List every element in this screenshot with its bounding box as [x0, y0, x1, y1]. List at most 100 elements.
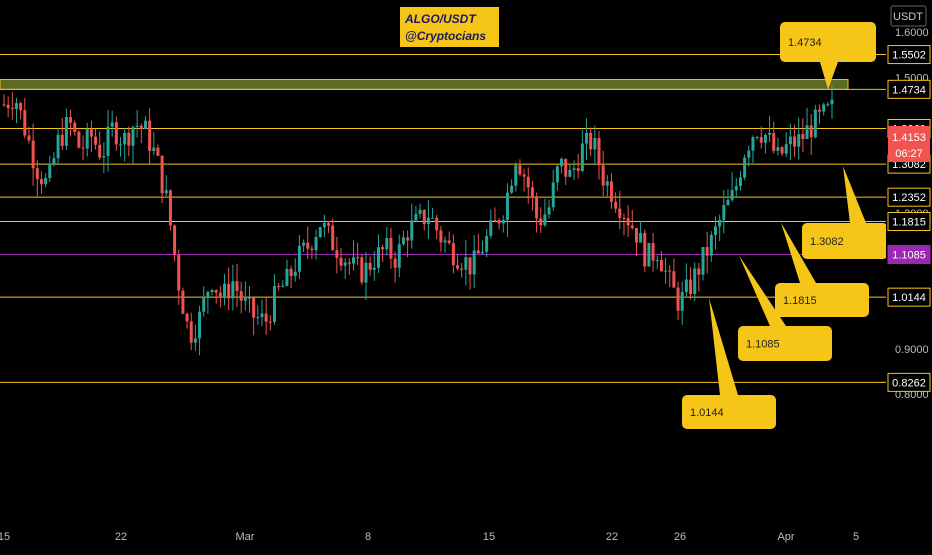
callout-pointer	[843, 166, 866, 223]
candle-body	[206, 292, 210, 298]
candles	[2, 84, 834, 356]
time-tick-label: 5	[853, 531, 859, 543]
callout[interactable]: 1.0144	[682, 298, 776, 429]
candle-body	[726, 199, 730, 206]
callout-pointer	[820, 62, 838, 90]
candle-body	[94, 136, 98, 145]
candle-body	[56, 134, 60, 159]
candle-body	[302, 242, 306, 246]
level-badge-label: 1.5502	[892, 50, 926, 62]
candle-body	[327, 222, 331, 226]
candle-body	[730, 190, 734, 200]
candle-body	[593, 138, 597, 150]
candle-body	[476, 250, 480, 254]
candle-body	[260, 313, 264, 318]
level-badge	[887, 187, 931, 207]
candle-body	[784, 144, 788, 154]
candle-body	[148, 120, 152, 151]
candle-body	[797, 134, 801, 147]
callout-box	[738, 326, 832, 361]
candle-body	[156, 147, 160, 156]
candle-body	[198, 311, 202, 339]
level-badge-label: 1.1815	[892, 216, 926, 228]
level-badge	[887, 79, 931, 99]
candle-body	[655, 260, 659, 262]
candle-body	[135, 125, 139, 128]
candle-body	[480, 251, 484, 254]
candle-body	[410, 220, 414, 241]
candle-body	[389, 238, 393, 259]
candle-body	[235, 281, 239, 291]
time-tick-label: 15	[0, 531, 10, 543]
candle-body	[651, 243, 655, 261]
candle-body	[460, 268, 464, 270]
candle-body	[535, 197, 539, 219]
candle-body	[472, 250, 476, 275]
candle-body	[252, 297, 256, 318]
candle-body	[780, 147, 784, 154]
candle-body	[497, 220, 501, 224]
candle-body	[193, 338, 197, 343]
candle-body	[223, 283, 227, 298]
candle-body	[530, 187, 534, 198]
candle-body	[23, 110, 27, 136]
candle-body	[510, 185, 514, 193]
time-axis[interactable]: 15 22 Mar 8 15 22 26 Apr 5	[0, 522, 932, 550]
candle-body	[622, 217, 626, 219]
candle-body	[630, 225, 634, 229]
candle-body	[551, 182, 555, 208]
candle-body	[709, 234, 713, 256]
callout-label: 1.1815	[783, 295, 817, 307]
candle-body	[44, 178, 48, 185]
candle-body	[447, 240, 451, 244]
callout[interactable]: 1.1085	[738, 255, 832, 361]
candle-body	[268, 321, 272, 323]
candle-body	[435, 217, 439, 231]
candle-body	[289, 268, 293, 277]
callout[interactable]: 1.1815	[775, 222, 869, 317]
candle-body	[431, 217, 435, 219]
callout[interactable]: 1.4734	[780, 22, 876, 90]
candle-body	[830, 99, 834, 105]
candle-body	[597, 138, 601, 166]
candle-body	[659, 260, 663, 272]
level-badge-label: 1.3082	[892, 159, 926, 171]
candle-body	[35, 168, 39, 180]
candle-body	[131, 127, 135, 146]
candle-body	[609, 181, 613, 202]
candle-body	[239, 290, 243, 301]
candle-body	[98, 144, 102, 158]
candle-body	[102, 155, 106, 158]
candle-body	[31, 140, 35, 169]
candle-body	[676, 287, 680, 311]
candle-body	[738, 177, 742, 187]
candle-body	[722, 205, 726, 220]
candle-body	[127, 132, 131, 146]
candle-body	[168, 190, 172, 226]
chart-title: ALGO/USDT	[404, 12, 477, 26]
callout-pointer	[709, 298, 738, 395]
candle-body	[560, 158, 564, 167]
candle-body	[293, 271, 297, 277]
callout[interactable]: 1.3082	[802, 166, 888, 259]
candle-body	[626, 218, 630, 226]
time-tick-label: Mar	[236, 531, 255, 543]
candle-body	[285, 268, 289, 286]
time-tick-label: Apr	[777, 531, 794, 543]
time-tick-label: 22	[606, 531, 618, 543]
candle-body	[589, 132, 593, 150]
candle-body	[322, 222, 326, 228]
candle-body	[801, 134, 805, 140]
candle-body	[356, 257, 360, 259]
candle-body	[397, 244, 401, 268]
candle-body	[77, 131, 81, 148]
candle-body	[468, 257, 472, 275]
time-tick-label: 22	[115, 531, 127, 543]
candle-body	[605, 181, 609, 186]
candle-body	[227, 283, 231, 299]
candle-body	[501, 219, 505, 224]
candle-body	[788, 136, 792, 145]
